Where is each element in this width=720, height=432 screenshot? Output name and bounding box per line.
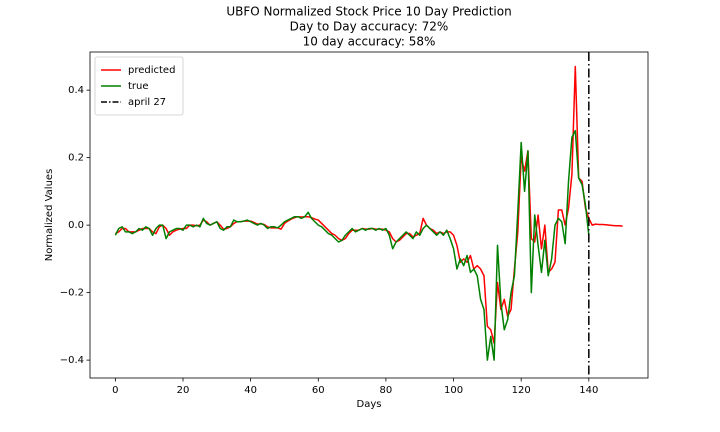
y-tick-label: −0.4 bbox=[60, 355, 84, 366]
y-tick-label: −0.2 bbox=[60, 288, 84, 299]
x-tick-label: 60 bbox=[312, 385, 325, 396]
series-line bbox=[115, 65, 623, 344]
y-tick-label: 0.2 bbox=[68, 153, 84, 164]
chart-subtitle: Day to Day accuracy: 72% bbox=[290, 20, 449, 34]
y-axis-label: Normalized Values bbox=[44, 169, 55, 262]
x-tick-label: 100 bbox=[444, 385, 463, 396]
axes-frame bbox=[89, 51, 649, 379]
legend: predicted true april 27 bbox=[94, 56, 184, 116]
x-tick-label: 40 bbox=[244, 385, 257, 396]
x-axis-label: Days bbox=[357, 399, 382, 410]
chart-subtitle: 10 day accuracy: 58% bbox=[303, 35, 436, 49]
legend-label: predicted bbox=[128, 65, 175, 76]
x-tick-label: 80 bbox=[380, 385, 393, 396]
y-tick-label: 0.4 bbox=[68, 85, 84, 96]
x-tick-label: 120 bbox=[512, 385, 531, 396]
legend-box bbox=[94, 56, 184, 116]
x-tick-label: 20 bbox=[177, 385, 190, 396]
legend-label: true bbox=[128, 81, 149, 92]
plot-area bbox=[114, 52, 623, 378]
legend-label: april 27 bbox=[128, 97, 166, 108]
chart-title: UBFO Normalized Stock Price 10 Day Predi… bbox=[226, 5, 511, 19]
y-tick-label: 0.0 bbox=[68, 220, 84, 231]
x-tick-label: 140 bbox=[579, 385, 598, 396]
x-tick-label: 0 bbox=[112, 385, 118, 396]
series-line bbox=[114, 129, 590, 361]
